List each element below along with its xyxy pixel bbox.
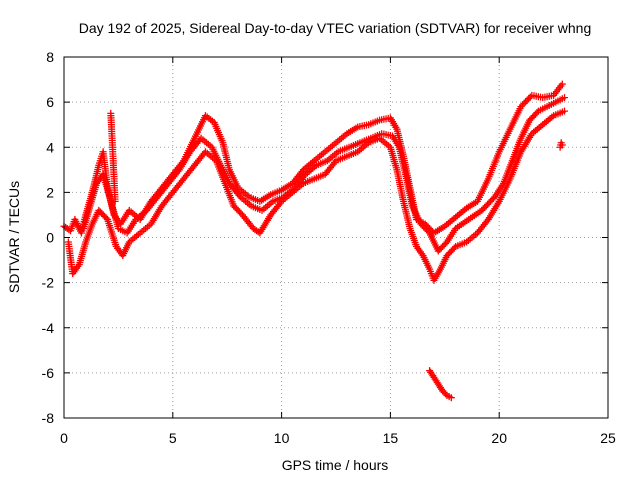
data-point xyxy=(560,107,568,115)
data-point xyxy=(102,214,110,222)
y-tick-label: 8 xyxy=(46,49,54,65)
data-point xyxy=(560,94,568,102)
y-tick-label: -4 xyxy=(42,320,55,336)
series-spike-2h xyxy=(107,109,119,205)
x-tick-labels: 0 5 10 15 20 25 xyxy=(60,430,616,446)
data-point xyxy=(526,93,534,101)
data-point xyxy=(522,98,530,106)
data-point xyxy=(517,103,525,111)
data-point xyxy=(519,101,527,109)
series-trace-2 xyxy=(64,107,568,284)
y-tick-label: 4 xyxy=(46,139,54,155)
y-tick-label: -6 xyxy=(42,365,55,381)
x-axis-label: GPS time / hours xyxy=(282,457,389,473)
chart-title: Day 192 of 2025, Sidereal Day-to-day VTE… xyxy=(79,20,592,36)
data-point xyxy=(447,394,455,402)
data-point xyxy=(525,95,533,103)
data-point xyxy=(558,80,566,88)
x-tick-label: 10 xyxy=(274,430,290,446)
data-point xyxy=(442,390,450,398)
data-point xyxy=(533,109,541,117)
data-point xyxy=(450,244,458,252)
series-fragment-23h xyxy=(556,139,566,151)
data-point xyxy=(424,227,432,235)
y-tick-label: 6 xyxy=(46,94,54,110)
x-tick-label: 20 xyxy=(491,430,507,446)
x-tick-label: 0 xyxy=(60,430,68,446)
data-point xyxy=(520,99,528,107)
y-tick-labels: -8 -6 -4 -2 0 2 4 6 8 xyxy=(42,49,55,426)
series-fragment-17h xyxy=(426,367,455,402)
y-axis-label: SDTVAR / TECUs xyxy=(6,181,22,293)
plot-frame xyxy=(63,56,609,419)
x-tick-label: 25 xyxy=(600,430,616,446)
data-point xyxy=(558,141,566,149)
grid-lines xyxy=(64,57,608,418)
y-tick-label: -2 xyxy=(42,275,55,291)
data-points xyxy=(60,80,568,402)
y-tick-label: -8 xyxy=(42,410,55,426)
x-tick-label: 5 xyxy=(169,430,177,446)
x-tick-label: 15 xyxy=(383,430,399,446)
series-trace-3 xyxy=(80,94,568,255)
data-point xyxy=(523,96,531,104)
y-tick-label: 2 xyxy=(46,184,54,200)
y-tick-label: 0 xyxy=(46,230,54,246)
data-point xyxy=(111,197,119,205)
